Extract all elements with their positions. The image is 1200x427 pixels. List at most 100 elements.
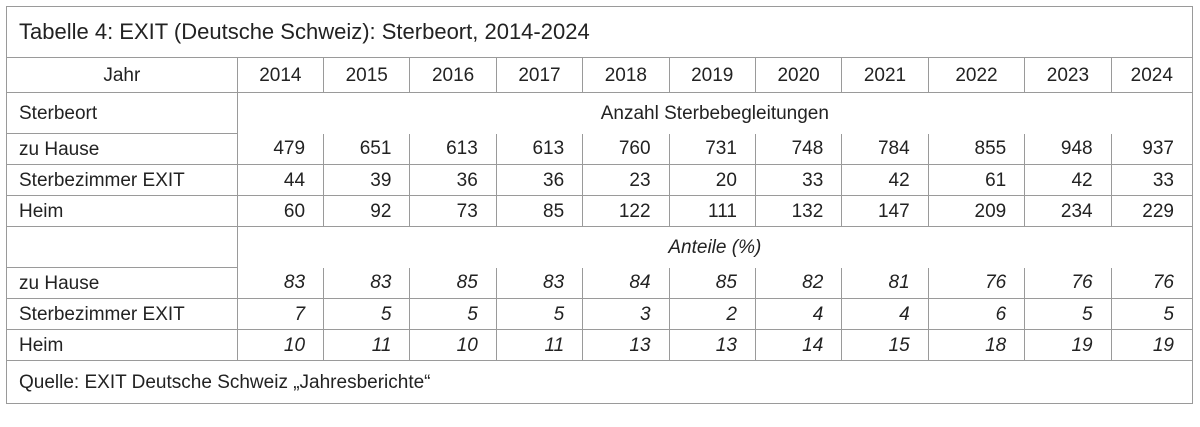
cell-value: 11	[323, 329, 411, 361]
cell-value: 948	[1024, 133, 1112, 165]
cell-value: 760	[582, 133, 670, 165]
cell-value: 20	[668, 164, 756, 196]
cell-value: 83	[236, 267, 325, 299]
cell-value: 6	[927, 298, 1026, 330]
row-label: zu Hause	[6, 267, 238, 299]
cell-value: 4	[754, 298, 843, 330]
cell-value: 5	[409, 298, 497, 330]
cell-value: 5	[1110, 298, 1194, 330]
cell-value: 42	[841, 164, 929, 196]
cell-value: 5	[495, 298, 584, 330]
shares-section-row: Anteile (%)	[6, 226, 1194, 268]
counts-heading: Anzahl Sterbebegleitungen	[236, 92, 1194, 134]
row-label: Heim	[6, 195, 238, 227]
cell-value: 11	[495, 329, 584, 361]
cell-value: 479	[236, 133, 325, 165]
cell-value: 42	[1024, 164, 1112, 196]
cell-value: 19	[1024, 329, 1112, 361]
shares-heading: Anteile (%)	[236, 226, 1194, 268]
cell-value: 76	[1110, 267, 1194, 299]
cell-value: 39	[323, 164, 411, 196]
cell-value: 81	[841, 267, 929, 299]
cell-value: 15	[841, 329, 929, 361]
cell-value: 784	[841, 133, 929, 165]
cell-value: 36	[495, 164, 584, 196]
cell-value: 10	[409, 329, 497, 361]
cell-value: 82	[754, 267, 843, 299]
year-header: 2017	[495, 57, 584, 93]
cell-value: 209	[927, 195, 1026, 227]
cell-value: 61	[927, 164, 1026, 196]
cell-value: 5	[1024, 298, 1112, 330]
table-title: Tabelle 4: EXIT (Deutsche Schweiz): Ster…	[6, 6, 1193, 58]
cell-value: 14	[754, 329, 843, 361]
year-header: 2021	[841, 57, 929, 93]
empty-label-cell	[6, 226, 238, 268]
source-note: Quelle: EXIT Deutsche Schweiz „Jahresber…	[6, 360, 1193, 404]
cell-value: 85	[495, 195, 584, 227]
cell-value: 613	[409, 133, 497, 165]
table-row: Sterbezimmer EXIT 7 5 5 5 3 2 4 4 6 5 5	[6, 298, 1194, 330]
counts-section-row: Sterbeort Anzahl Sterbebegleitungen	[6, 92, 1194, 134]
cell-value: 7	[236, 298, 325, 330]
cell-value: 85	[668, 267, 756, 299]
cell-value: 4	[841, 298, 929, 330]
cell-value: 60	[236, 195, 325, 227]
cell-value: 33	[1110, 164, 1194, 196]
year-header: 2020	[754, 57, 843, 93]
cell-value: 23	[582, 164, 670, 196]
cell-value: 44	[236, 164, 325, 196]
cell-value: 10	[236, 329, 325, 361]
cell-value: 937	[1110, 133, 1194, 165]
cell-value: 19	[1110, 329, 1194, 361]
cell-value: 13	[668, 329, 756, 361]
year-header: 2018	[582, 57, 670, 93]
cell-value: 613	[495, 133, 584, 165]
cell-value: 2	[668, 298, 756, 330]
cell-value: 731	[668, 133, 756, 165]
cell-value: 85	[409, 267, 497, 299]
table-row: zu Hause 83 83 85 83 84 85 82 81 76 76 7…	[6, 267, 1194, 299]
row-label: Heim	[6, 329, 238, 361]
year-header: 2019	[668, 57, 756, 93]
table-row: Heim 10 11 10 11 13 13 14 15 18 19 19	[6, 329, 1194, 361]
cell-value: 76	[927, 267, 1026, 299]
sterbeort-table: Tabelle 4: EXIT (Deutsche Schweiz): Ster…	[6, 6, 1194, 404]
cell-value: 76	[1024, 267, 1112, 299]
cell-value: 122	[582, 195, 670, 227]
row-label: Sterbezimmer EXIT	[6, 164, 238, 196]
cell-value: 855	[927, 133, 1026, 165]
year-header: 2015	[323, 57, 411, 93]
table-container: Tabelle 4: EXIT (Deutsche Schweiz): Ster…	[6, 6, 1194, 404]
cell-value: 651	[323, 133, 411, 165]
cell-value: 84	[582, 267, 670, 299]
table-row: Sterbezimmer EXIT 44 39 36 36 23 20 33 4…	[6, 164, 1194, 196]
table-row: zu Hause 479 651 613 613 760 731 748 784…	[6, 133, 1194, 165]
cell-value: 36	[409, 164, 497, 196]
year-header: 2024	[1110, 57, 1194, 93]
year-header: 2014	[236, 57, 325, 93]
cell-value: 5	[323, 298, 411, 330]
cell-value: 111	[668, 195, 756, 227]
cell-value: 83	[323, 267, 411, 299]
year-header-row: Jahr 2014 2015 2016 2017 2018 2019 2020 …	[6, 57, 1194, 93]
cell-value: 748	[754, 133, 843, 165]
cell-value: 18	[927, 329, 1026, 361]
year-header: 2016	[409, 57, 497, 93]
sterbeort-label: Sterbeort	[6, 92, 238, 134]
cell-value: 147	[841, 195, 929, 227]
row-label: zu Hause	[6, 133, 238, 165]
cell-value: 13	[582, 329, 670, 361]
cell-value: 132	[754, 195, 843, 227]
cell-value: 3	[582, 298, 670, 330]
cell-value: 234	[1024, 195, 1112, 227]
row-label: Sterbezimmer EXIT	[6, 298, 238, 330]
cell-value: 33	[754, 164, 843, 196]
year-header: 2022	[927, 57, 1026, 93]
cell-value: 92	[323, 195, 411, 227]
table-row: Heim 60 92 73 85 122 111 132 147 209 234…	[6, 195, 1194, 227]
cell-value: 73	[409, 195, 497, 227]
year-header: 2023	[1024, 57, 1112, 93]
cell-value: 83	[495, 267, 584, 299]
cell-value: 229	[1110, 195, 1194, 227]
